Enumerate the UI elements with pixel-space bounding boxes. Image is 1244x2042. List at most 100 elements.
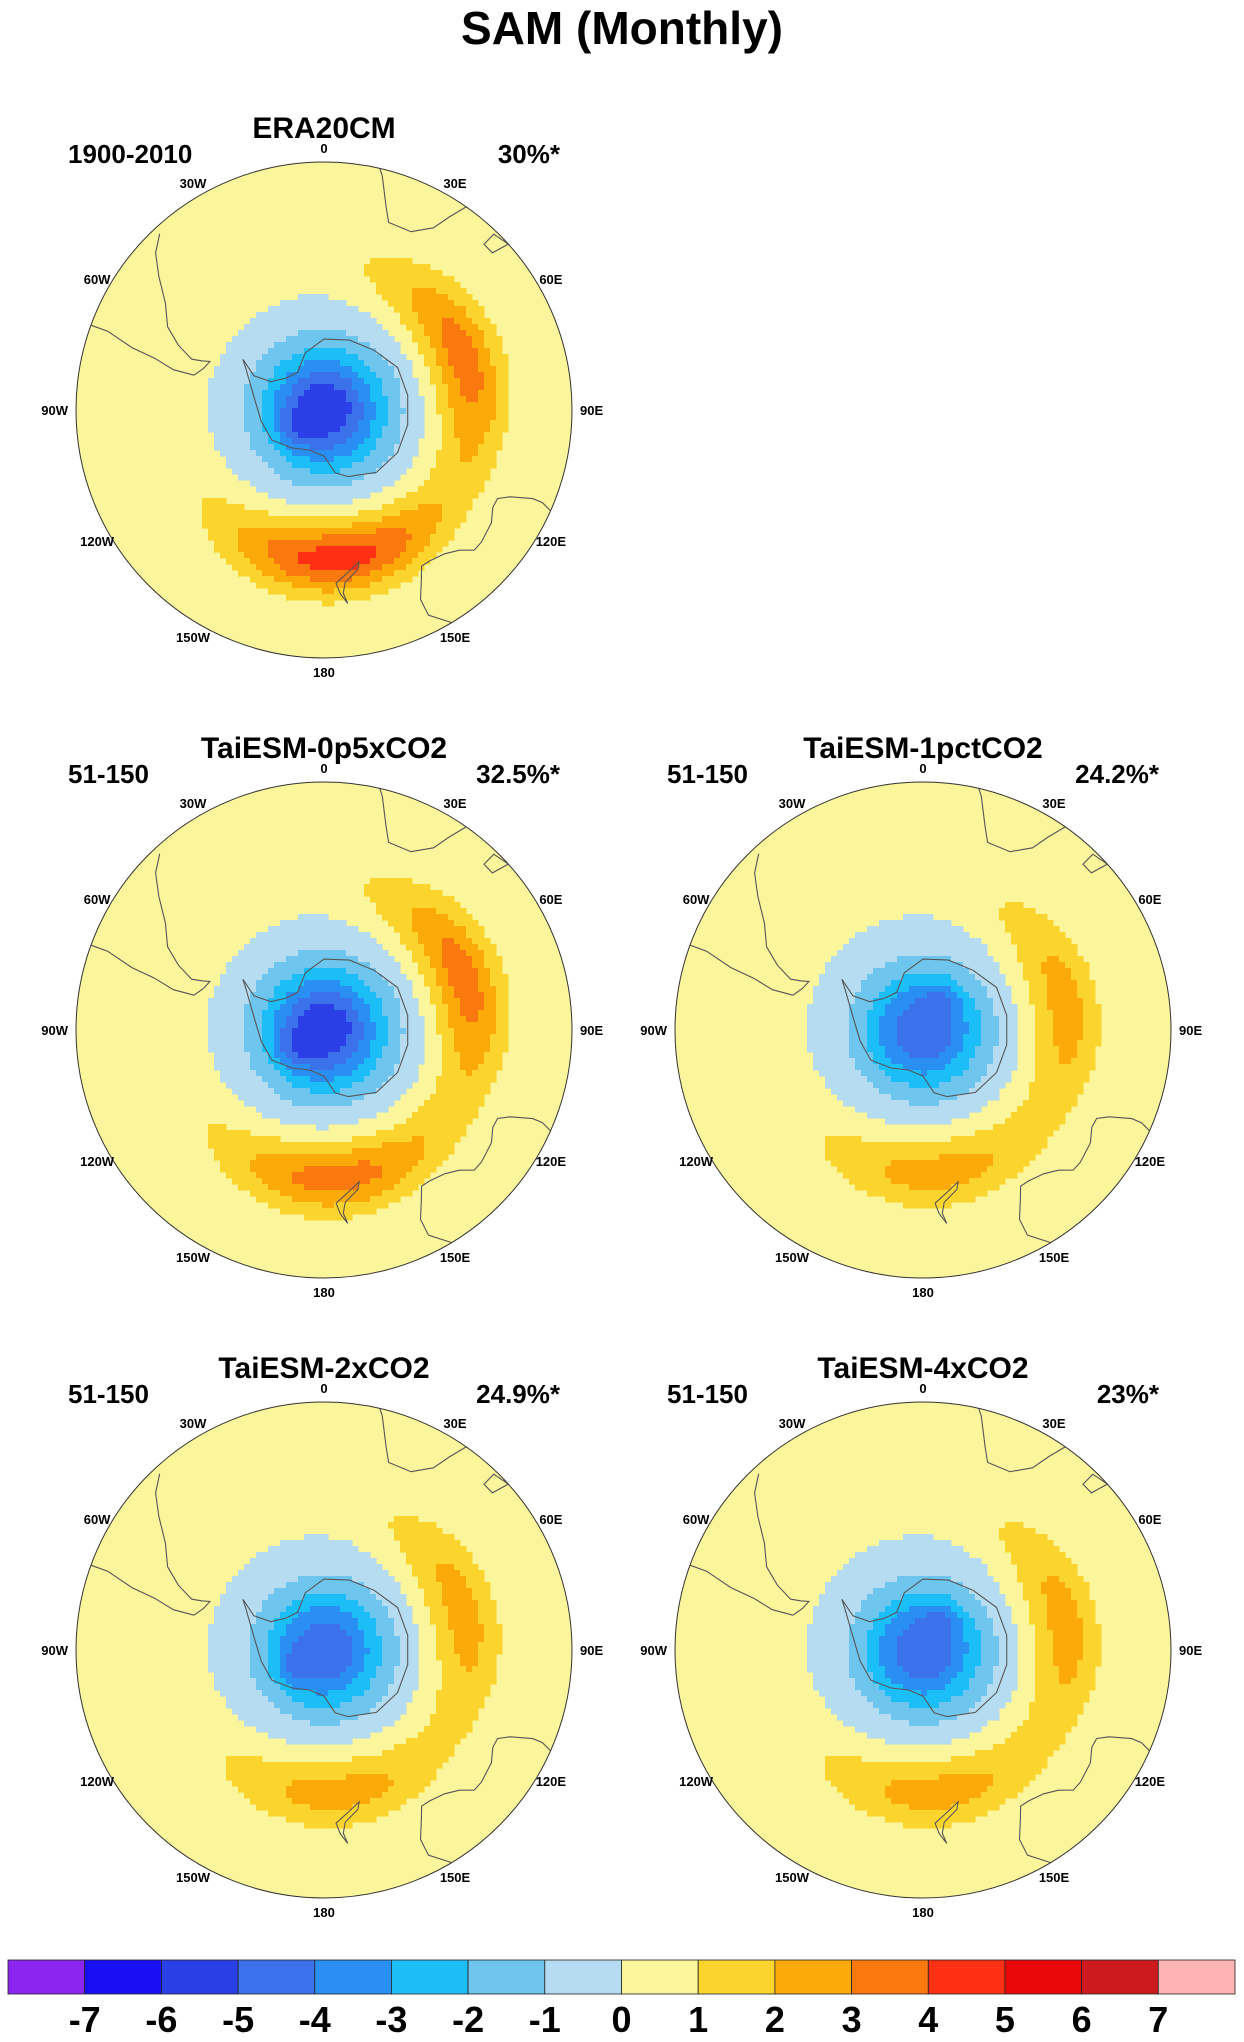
longitude-label: 30W [779, 1416, 806, 1431]
longitude-label: 120E [536, 1774, 567, 1789]
colorbar-swatch [84, 1959, 162, 1995]
period-label: 51-150 [68, 1379, 149, 1409]
colorbar-tick-label: 7 [1148, 1999, 1168, 2040]
longitude-label: 60E [539, 1512, 562, 1527]
panel-title: TaiESM-0p5xCO2 [201, 732, 447, 765]
longitude-label: 150E [440, 1250, 471, 1265]
longitude-label: 180 [313, 1285, 335, 1300]
longitude-label: 90W [640, 1023, 667, 1038]
south-america-coast [689, 1564, 794, 1616]
longitude-label: 150W [176, 1870, 211, 1885]
colorbar-tick-label: -1 [529, 1999, 561, 2040]
australia-coast [419, 1736, 551, 1864]
map-panel: 0 30E 60E 90E 120E 150E 180 150W 120W 90W 60W 30W Ta… [41, 1352, 603, 1920]
map-panel: 0 30E 60E 90E 120E 150E 180 150W 120W 90W 60W 30W Ta… [41, 732, 603, 1300]
longitude-label: 120E [536, 534, 567, 549]
field-contours [76, 782, 572, 1278]
panel-title: ERA20CM [252, 112, 395, 145]
coastlines [689, 788, 1150, 1244]
map-panel: 0 30E 60E 90E 120E 150E 180 150W 120W 90W 60W 30W ER… [41, 112, 603, 680]
longitude-label: 30W [180, 176, 207, 191]
colorbar-tick-label: -2 [452, 1999, 484, 2040]
longitude-label: 60E [539, 892, 562, 907]
longitude-label: 180 [313, 1905, 335, 1920]
madagascar-coast [483, 853, 510, 874]
longitude-label: 60W [84, 1512, 111, 1527]
colorbar-tick-label: -7 [69, 1999, 101, 2040]
map-border [674, 781, 1172, 1279]
variance-label: 32.5%* [476, 759, 561, 789]
africa-coast [379, 788, 467, 853]
colorbar-tick-label: 2 [765, 1999, 785, 2040]
longitude-label: 0 [320, 141, 327, 156]
australia-coast [419, 496, 551, 624]
variance-label: 24.2%* [1075, 759, 1160, 789]
period-label: 1900-2010 [68, 139, 192, 169]
longitude-label: 150E [440, 1870, 471, 1885]
new-zealand-coast [335, 1800, 360, 1844]
longitude-label: 0 [320, 1381, 327, 1396]
coastlines [90, 1408, 551, 1864]
australia-coast [1018, 1736, 1150, 1864]
longitude-label: 90W [41, 1023, 68, 1038]
longitude-label: 120E [536, 1154, 567, 1169]
longitude-label: 0 [320, 761, 327, 776]
colorbar-swatch [927, 1959, 1006, 1995]
colorbar-swatch [851, 1959, 929, 1995]
south-america-coast [155, 1473, 212, 1616]
colorbar-swatch [774, 1959, 853, 1995]
colorbar-tick-label: 1 [688, 1999, 708, 2040]
longitude-label: 150W [775, 1870, 810, 1885]
antarctica-coast [242, 1578, 409, 1718]
variance-label: 24.9%* [476, 1379, 561, 1409]
longitude-label: 60W [683, 1512, 710, 1527]
antarctica-coast [841, 1578, 1008, 1718]
longitude-label: 30E [1042, 1416, 1065, 1431]
longitude-label: 90W [41, 1643, 68, 1658]
longitude-label: 150E [1039, 1870, 1070, 1885]
longitude-label: 180 [912, 1285, 934, 1300]
map-panel: 0 30E 60E 90E 120E 150E 180 150W 120W 90W 60W 30W Ta… [640, 1352, 1202, 1920]
colorbar-tick-label: 4 [918, 1999, 938, 2040]
colorbar-tick-label: -5 [222, 1999, 254, 2040]
australia-coast [419, 1116, 551, 1244]
longitude-label: 30E [443, 176, 466, 191]
period-label: 51-150 [68, 759, 149, 789]
longitude-label: 60W [84, 892, 111, 907]
antarctica-coast [242, 958, 409, 1098]
south-america-coast [754, 1473, 811, 1616]
colorbar-swatch [7, 1959, 86, 1995]
colorbar-tick-label: -3 [375, 1999, 407, 2040]
longitude-label: 120W [80, 534, 115, 549]
longitude-label: 90E [1179, 1643, 1202, 1658]
colorbar: -7 -6 -5 -4 -3 -2 -1 0 1 2 3 4 5 6 7 [7, 1959, 1236, 2040]
colorbar-tick-label: 0 [611, 1999, 631, 2040]
field-contours [76, 1402, 572, 1898]
new-zealand-coast [934, 1800, 959, 1844]
colorbar-swatch [237, 1959, 316, 1995]
field-contours [675, 1402, 1171, 1898]
longitude-label: 90E [580, 403, 603, 418]
longitude-label: 120E [1135, 1154, 1166, 1169]
south-america-coast [155, 233, 212, 376]
longitude-label: 0 [919, 1381, 926, 1396]
colorbar-swatch [314, 1959, 392, 1995]
colorbar-tick-label: 3 [842, 1999, 862, 2040]
south-america-coast [90, 944, 195, 996]
panel-title: TaiESM-2xCO2 [218, 1352, 429, 1385]
longitude-label: 30E [443, 1416, 466, 1431]
colorbar-tick-label: 5 [995, 1999, 1015, 2040]
longitude-label: 90W [640, 1643, 667, 1658]
south-america-coast [689, 944, 794, 996]
variance-label: 30%* [498, 139, 561, 169]
longitude-label: 30W [180, 796, 207, 811]
longitude-label: 60E [1138, 892, 1161, 907]
longitude-label: 0 [919, 761, 926, 776]
south-america-coast [155, 853, 212, 996]
longitude-label: 150E [440, 630, 471, 645]
longitude-label: 180 [313, 665, 335, 680]
colorbar-swatch [1004, 1959, 1083, 1995]
colorbar-swatch [160, 1959, 239, 1995]
longitude-label: 120W [80, 1774, 115, 1789]
